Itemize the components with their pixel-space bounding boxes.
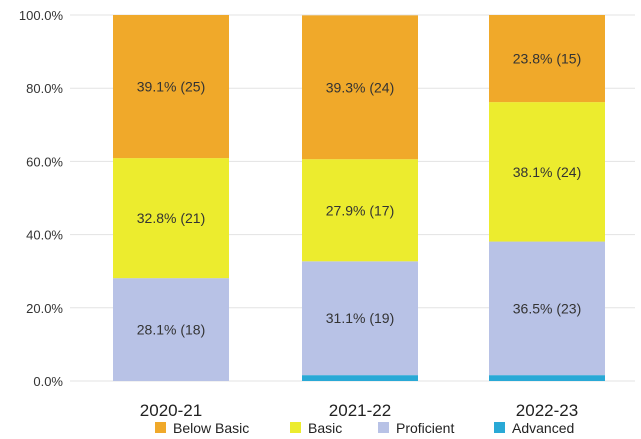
- legend: Below Basic Basic Proficient Advanced: [155, 420, 574, 436]
- data-label: 39.3% (24): [326, 79, 394, 95]
- legend-label: Advanced: [512, 420, 574, 436]
- y-axis: 0.0% 20.0% 40.0% 60.0% 80.0% 100.0%: [19, 8, 64, 389]
- legend-swatch: [494, 422, 505, 433]
- bars: 28.1% (18) 32.8% (21) 39.1% (25) 31.1% (19)…: [113, 15, 605, 381]
- bar-segment-proficient: [489, 241, 605, 376]
- bar-segment-basic: [113, 158, 229, 279]
- bar-segment-advanced: [302, 375, 418, 381]
- y-tick-label: 40.0%: [26, 228, 63, 243]
- data-label: 28.1% (18): [137, 322, 205, 338]
- data-label: 38.1% (24): [513, 164, 581, 180]
- y-tick-label: 100.0%: [19, 8, 64, 23]
- bar-segment-basic: [302, 159, 418, 262]
- y-tick-label: 20.0%: [26, 301, 63, 316]
- legend-swatch: [290, 422, 301, 433]
- legend-label: Proficient: [396, 420, 454, 436]
- legend-label: Below Basic: [173, 420, 249, 436]
- bar-segment-proficient: [302, 261, 418, 376]
- x-tick-label: 2021-22: [329, 401, 391, 420]
- y-tick-label: 0.0%: [33, 374, 63, 389]
- data-label: 32.8% (21): [137, 210, 205, 226]
- bar-segment-below-basic: [302, 15, 418, 160]
- data-label: 27.9% (17): [326, 202, 394, 218]
- legend-swatch: [155, 422, 166, 433]
- bar-segment-proficient: [113, 278, 229, 381]
- bar-segment-advanced: [489, 375, 605, 381]
- data-label: 31.1% (19): [326, 310, 394, 326]
- y-tick-label: 60.0%: [26, 154, 63, 169]
- data-label: 23.8% (15): [513, 51, 581, 67]
- data-label: 36.5% (23): [513, 300, 581, 316]
- legend-swatch: [378, 422, 389, 433]
- bar-segment-basic: [489, 102, 605, 242]
- x-tick-label: 2022-23: [516, 401, 578, 420]
- y-tick-label: 80.0%: [26, 81, 63, 96]
- bar-segment-below-basic: [113, 15, 229, 159]
- x-tick-label: 2020-21: [140, 401, 202, 420]
- legend-label: Basic: [308, 420, 342, 436]
- x-axis: 2020-21 2021-22 2022-23: [140, 401, 578, 420]
- data-label: 39.1% (25): [137, 79, 205, 95]
- bar-segment-below-basic: [489, 15, 605, 103]
